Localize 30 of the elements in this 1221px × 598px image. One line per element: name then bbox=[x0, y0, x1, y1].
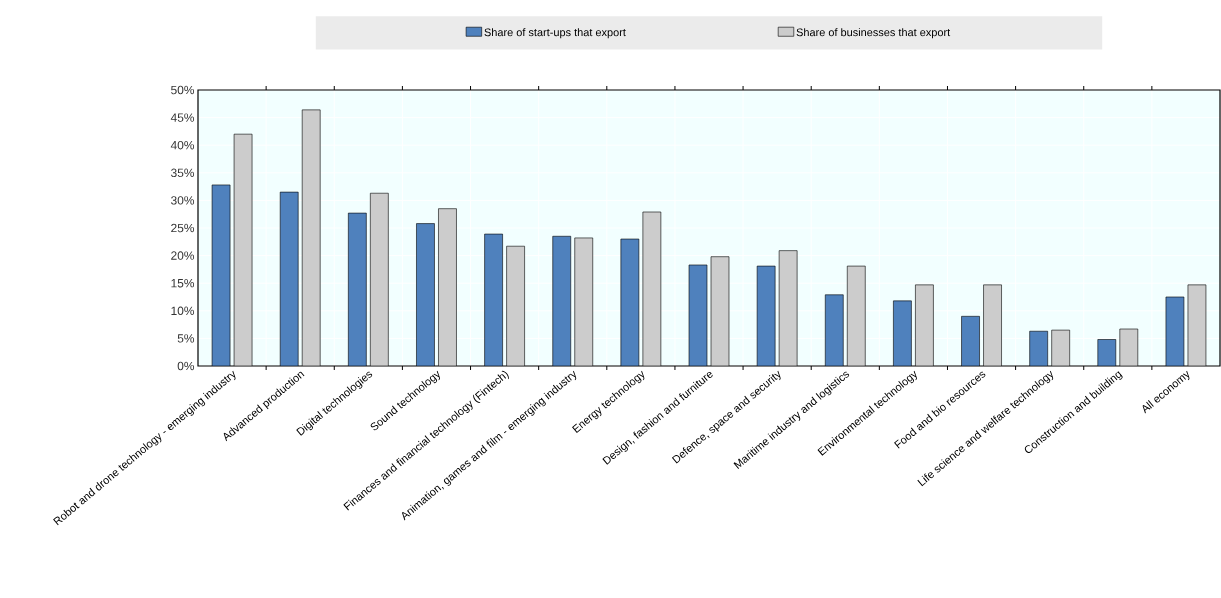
bar bbox=[983, 284, 1002, 366]
bar bbox=[416, 223, 435, 366]
bar bbox=[506, 245, 525, 366]
bar bbox=[438, 208, 457, 366]
bar bbox=[279, 191, 299, 366]
legend-label: Share of start-ups that export bbox=[484, 28, 626, 39]
bar bbox=[893, 300, 912, 366]
bar bbox=[824, 294, 844, 366]
y-tick-label: 45% bbox=[170, 113, 195, 122]
y-tick-label: 0% bbox=[177, 361, 195, 371]
bar bbox=[484, 233, 503, 366]
y-tick-label: 35% bbox=[171, 168, 195, 178]
bar bbox=[370, 192, 389, 366]
legend-label: Share of businesses that export bbox=[796, 28, 951, 39]
bar bbox=[574, 237, 594, 366]
y-tick-label: 30% bbox=[171, 196, 195, 205]
y-tick-label: 20% bbox=[171, 251, 195, 260]
bar bbox=[552, 235, 572, 366]
bar bbox=[301, 109, 321, 366]
y-tick-label: 25% bbox=[171, 223, 195, 233]
bar bbox=[961, 316, 980, 366]
bar bbox=[1029, 330, 1048, 366]
bar bbox=[846, 265, 866, 366]
bar bbox=[348, 212, 367, 366]
y-tick-label: 15% bbox=[171, 278, 195, 288]
y-tick-label: 10% bbox=[171, 306, 195, 316]
y-tick-label: 50% bbox=[171, 85, 195, 95]
bar bbox=[915, 284, 934, 366]
y-tick-label: 5% bbox=[177, 334, 195, 343]
y-tick-label: 40% bbox=[170, 140, 195, 150]
